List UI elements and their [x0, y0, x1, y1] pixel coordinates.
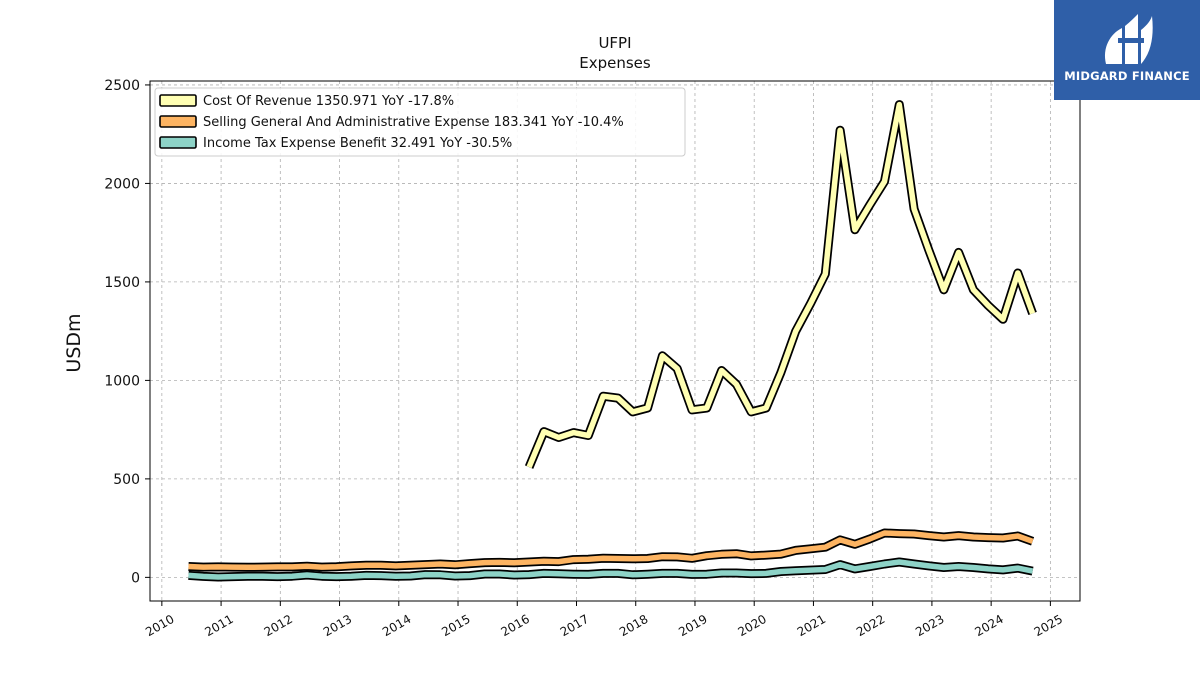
x-tick-label: 2021 — [795, 612, 828, 639]
legend-swatch — [159, 136, 197, 149]
logo-text: MIDGARD FINANCE — [1064, 69, 1190, 83]
brand-logo: MIDGARD FINANCE — [1054, 0, 1200, 100]
legend-label: Income Tax Expense Benefit 32.491 YoY -3… — [203, 136, 512, 151]
x-tick-label: 2022 — [854, 612, 887, 639]
x-tick-label: 2010 — [143, 612, 176, 639]
legend-box — [154, 87, 686, 157]
series-line — [188, 530, 1034, 571]
x-tick-label: 2023 — [913, 612, 946, 639]
x-tick-label: 2011 — [202, 612, 235, 639]
x-tick-label: 2016 — [499, 612, 532, 639]
chart-title: UFPI — [598, 34, 631, 52]
y-tick-label: 500 — [113, 472, 140, 488]
x-tick-label: 2019 — [676, 612, 709, 639]
series-line — [188, 559, 1034, 580]
legend: Cost Of Revenue 1350.971 YoY -17.8% Selli… — [154, 87, 686, 157]
y-tick-label: 1500 — [104, 275, 140, 291]
gridlines — [150, 81, 1080, 601]
x-tick-label: 2017 — [558, 612, 591, 639]
x-tick-label: 2015 — [439, 612, 472, 639]
chart-subtitle: Expenses — [579, 54, 651, 72]
y-axis-label: USDm — [63, 313, 85, 372]
legend-label: Selling General And Administrative Expen… — [203, 115, 624, 130]
legend-swatch — [159, 94, 197, 107]
legend-label: Cost Of Revenue 1350.971 YoY -17.8% — [203, 94, 454, 109]
x-tick-label: 2025 — [1032, 612, 1065, 639]
plot-frame — [149, 80, 1081, 602]
legend-swatch — [159, 115, 197, 128]
y-tick-label: 0 — [131, 570, 140, 586]
y-tick-label: 1000 — [104, 373, 140, 389]
x-tick-label: 2014 — [380, 612, 413, 639]
series-lines — [188, 100, 1037, 582]
logo-mark-icon — [1104, 14, 1153, 64]
x-tick-label: 2013 — [321, 612, 354, 639]
x-tick-label: 2018 — [617, 612, 650, 639]
y-tick-label: 2500 — [104, 78, 140, 94]
x-tick-label: 2020 — [735, 612, 768, 639]
x-tick-label: 2024 — [972, 612, 1005, 639]
x-tick-label: 2012 — [262, 612, 295, 639]
y-tick-label: 2000 — [104, 176, 140, 192]
series-outline — [524, 100, 1037, 469]
series-line — [526, 101, 1036, 469]
